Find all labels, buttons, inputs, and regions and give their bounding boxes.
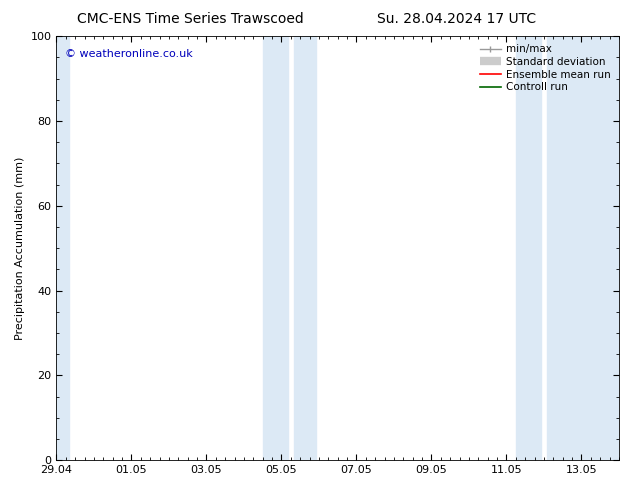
- Text: CMC-ENS Time Series Trawscoed: CMC-ENS Time Series Trawscoed: [77, 12, 304, 26]
- Y-axis label: Precipitation Accumulation (mm): Precipitation Accumulation (mm): [15, 156, 25, 340]
- Text: Su. 28.04.2024 17 UTC: Su. 28.04.2024 17 UTC: [377, 12, 536, 26]
- Text: © weatheronline.co.uk: © weatheronline.co.uk: [65, 49, 193, 59]
- Bar: [56, 36, 69, 460]
- Bar: [294, 36, 316, 460]
- Legend: min/max, Standard deviation, Ensemble mean run, Controll run: min/max, Standard deviation, Ensemble me…: [477, 41, 614, 96]
- Bar: [516, 36, 541, 460]
- Bar: [547, 36, 619, 460]
- Bar: [262, 36, 288, 460]
